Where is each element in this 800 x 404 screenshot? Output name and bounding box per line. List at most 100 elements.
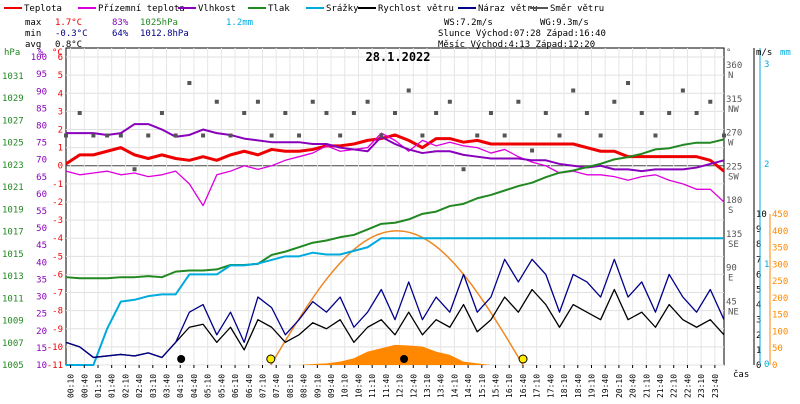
point-winddir [269, 133, 274, 138]
tick-label-time: 08:10 [286, 374, 295, 398]
legend-label: Vlhkost [198, 4, 236, 14]
point-winddir [488, 111, 493, 115]
point-winddir [667, 111, 672, 115]
tick-label-humidity: 50 [36, 224, 47, 234]
point-winddir [91, 133, 96, 138]
tick-label-solar: 150 [772, 311, 788, 321]
tick-label-humidity: 30 [36, 293, 47, 303]
tick-label-time: 06:10 [231, 374, 240, 398]
tick-label-rain: 2 [764, 160, 769, 170]
tick-label-time: 22:10 [670, 374, 679, 398]
unit-mm: mm [780, 48, 791, 58]
tick-label-temp: 1 [58, 144, 63, 154]
tick-label-temp: 6 [58, 53, 63, 63]
tick-label-time: 23:10 [697, 374, 706, 398]
tick-label-winddir: 180 [726, 196, 742, 206]
tick-label-humidity: 60 [36, 190, 47, 200]
point-winddir [653, 133, 658, 138]
tick-label-time: 01:10 [94, 374, 103, 398]
tick-label-wind: 3 [756, 316, 761, 326]
stats-max-temp: 1.7°C [55, 18, 82, 28]
tick-label-temp: -7 [52, 289, 63, 299]
point-winddir [255, 99, 260, 104]
tick-label-temp: -1 [52, 180, 63, 190]
series-line-teplota [65, 133, 725, 173]
tick-label-time: 05:10 [204, 374, 213, 398]
stats-sun: Slunce Východ:07:28 Západ:16:40 [438, 29, 606, 39]
tick-label-humidity: 20 [36, 327, 47, 337]
tick-label-time: 19:10 [587, 374, 596, 398]
tick-label-temp: -4 [52, 234, 63, 244]
tick-label-pressure: 1017 [2, 228, 24, 238]
unit-hpa: hPa [4, 48, 20, 58]
tick-label-pressure: 1031 [2, 72, 24, 82]
point-winddir [365, 99, 370, 104]
tick-label-time: 16:40 [519, 374, 528, 398]
tick-label-wind: 5 [756, 286, 761, 296]
tick-label-time: 18:40 [574, 374, 583, 398]
tick-label-rain: 0 [764, 360, 769, 370]
point-winddir [584, 111, 589, 115]
point-winddir [626, 81, 631, 85]
tick-label-wind: 4 [756, 301, 761, 311]
tick-label-time: 17:40 [546, 374, 555, 398]
tick-label-humidity: 95 [36, 70, 47, 80]
tick-label-temp: -8 [52, 307, 63, 317]
tick-label-temp: 5 [58, 71, 63, 81]
tick-label-time: 18:10 [560, 374, 569, 398]
tick-label-wind: 9 [756, 225, 761, 235]
stats-avg-temp: 0.8°C [55, 40, 82, 50]
tick-label-pressure: 1015 [2, 250, 24, 260]
tick-label-pressure: 1011 [2, 294, 24, 304]
tick-label-time: 22:40 [683, 374, 692, 398]
point-winddir [502, 133, 507, 138]
moonrise-marker [177, 355, 186, 363]
tick-label-humidity: 65 [36, 173, 47, 183]
series-line-sr-ky [66, 237, 724, 366]
tick-label-time: 01:40 [108, 374, 117, 398]
tick-label-winddir-compass: SE [728, 240, 739, 250]
tick-label-humidity: 80 [36, 121, 47, 131]
tick-label-time: 19:40 [601, 374, 610, 398]
tick-label-time: 20:10 [615, 374, 624, 398]
point-winddir [543, 111, 548, 115]
tick-label-winddir-compass: NE [728, 307, 739, 317]
tick-label-wind: 2 [756, 331, 761, 341]
tick-label-time: 16:10 [505, 374, 514, 398]
point-winddir [283, 111, 288, 115]
stats-min-hum: 64% [112, 29, 129, 39]
tick-label-time: 15:10 [478, 374, 487, 398]
legend-label: Teplota [24, 4, 62, 14]
tick-label-temp: -9 [52, 325, 63, 335]
stats-avg-label: avg [25, 40, 41, 50]
tick-label-temp: 0 [58, 162, 63, 172]
chart-marks [64, 81, 726, 366]
tick-label-time: 02:10 [121, 374, 130, 398]
tick-label-winddir-compass: S [728, 206, 733, 216]
series-line-p-zemn-teplota [65, 132, 725, 207]
point-winddir [310, 99, 315, 104]
tick-label-temp: -11 [47, 361, 63, 371]
legend-label: Srážky [326, 4, 359, 14]
tick-label-humidity: 10 [36, 361, 47, 371]
stats-wind-speed: WS:7.2m/s [444, 18, 493, 28]
point-winddir [722, 133, 726, 138]
tick-label-time: 07:10 [258, 374, 267, 398]
unit-ms: m/s [756, 48, 772, 58]
tick-label-time: 13:40 [437, 374, 446, 398]
tick-label-time: 07:40 [272, 374, 281, 398]
tick-label-winddir-compass: NW [728, 105, 739, 115]
tick-label-temp: -10 [47, 343, 63, 353]
point-winddir [612, 99, 617, 104]
point-winddir [201, 133, 206, 138]
stats-moon: Měsíc Východ:4:13 Západ:12:20 [438, 40, 595, 50]
moonset-marker [400, 355, 409, 363]
tick-label-pressure: 1005 [2, 361, 24, 371]
series-line-n-raz-v-tru [65, 258, 725, 359]
point-winddir [475, 133, 480, 138]
series-line-tlak [65, 138, 725, 280]
tick-label-solar: 300 [772, 260, 788, 270]
legend-label: Směr větru [550, 4, 604, 14]
tick-label-rain: 1 [764, 260, 769, 270]
